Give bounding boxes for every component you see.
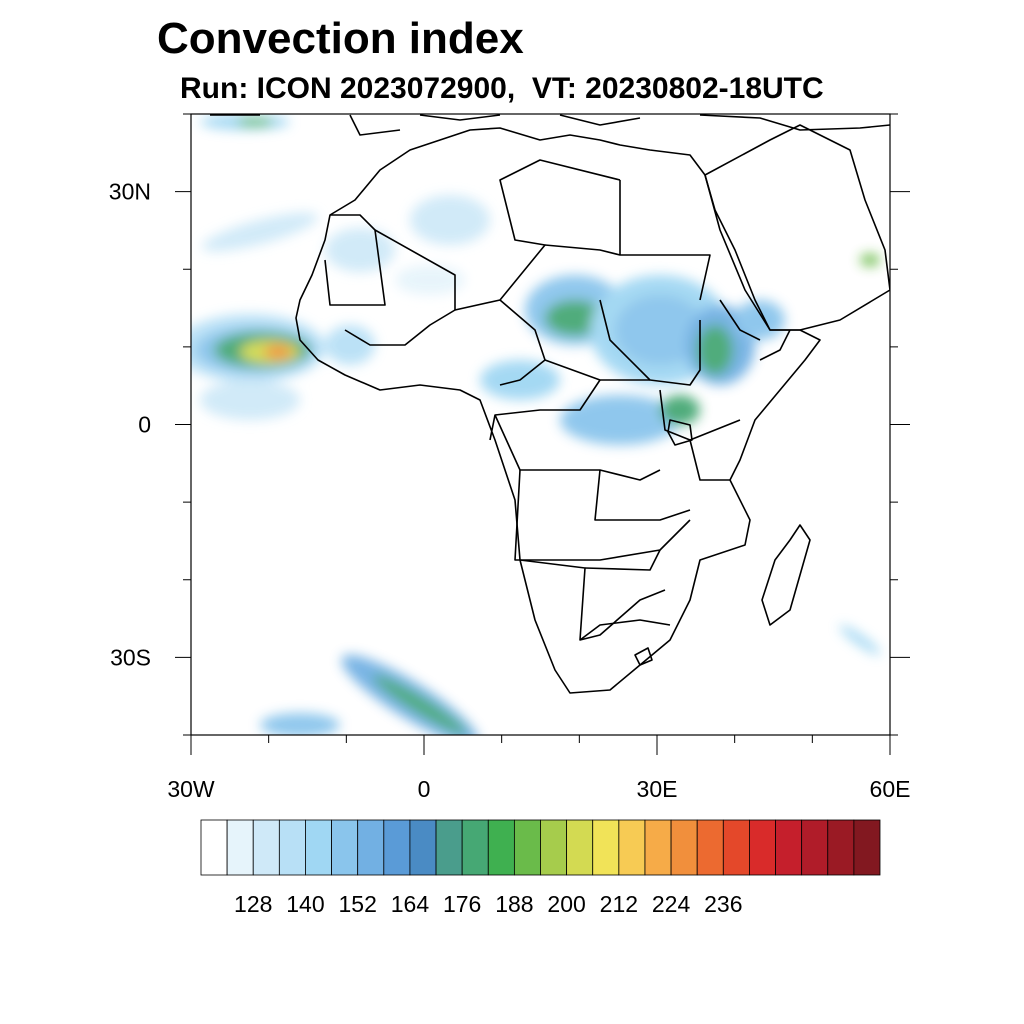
map-frame bbox=[190, 113, 891, 736]
colorbar-swatch bbox=[696, 819, 724, 876]
colorbar-swatch bbox=[383, 819, 411, 876]
colorbar-label: 200 bbox=[547, 891, 585, 917]
colorbar-label: 236 bbox=[704, 891, 742, 917]
colorbar-swatch bbox=[722, 819, 750, 876]
convection-field bbox=[191, 114, 881, 735]
colorbar-labels: 128 140 152 164 176 188 200 212 224 236 bbox=[234, 891, 742, 917]
colorbar-swatch bbox=[305, 819, 332, 876]
colorbar-swatch bbox=[775, 819, 803, 876]
lon-label: 30E bbox=[637, 776, 678, 802]
lon-label: 60E bbox=[870, 776, 911, 802]
lon-label: 30W bbox=[167, 776, 215, 802]
colorbar-swatch bbox=[827, 819, 855, 876]
lat-labels: 30N 0 30S bbox=[109, 179, 151, 671]
colorbar-label: 224 bbox=[652, 891, 691, 917]
colorbar-label: 212 bbox=[600, 891, 638, 917]
colorbar-swatch bbox=[461, 819, 489, 876]
lat-label: 30N bbox=[109, 179, 151, 205]
colorbar-swatch bbox=[252, 819, 280, 876]
colorbar-swatch bbox=[540, 819, 568, 876]
chart-title: Convection index bbox=[157, 14, 524, 63]
lat-label: 30S bbox=[110, 644, 151, 670]
lon-label: 0 bbox=[418, 776, 431, 802]
colorbar-swatch bbox=[278, 819, 306, 876]
colorbar-label: 152 bbox=[339, 891, 377, 917]
colorbar-swatch bbox=[670, 819, 698, 876]
colorbar-swatch bbox=[566, 819, 594, 876]
colorbar-label: 164 bbox=[391, 891, 430, 917]
colorbar-swatch bbox=[487, 819, 515, 876]
lon-labels: 30W 0 30E 60E bbox=[167, 776, 910, 802]
colorbar-swatch bbox=[513, 819, 541, 876]
colorbar-swatch bbox=[618, 819, 646, 876]
colorbar-swatch bbox=[200, 819, 228, 876]
colorbar-swatch bbox=[435, 819, 463, 876]
colorbar-swatch bbox=[592, 819, 620, 876]
colorbar-swatch bbox=[801, 819, 829, 876]
colorbar-label: 176 bbox=[443, 891, 481, 917]
colorbar-label: 140 bbox=[286, 891, 324, 917]
colorbar-swatch bbox=[226, 819, 254, 876]
colorbar-swatch bbox=[749, 819, 776, 876]
colorbar-swatch bbox=[409, 819, 437, 876]
colorbar-swatch bbox=[644, 819, 672, 876]
colorbar-label: 188 bbox=[495, 891, 533, 917]
colorbar-label: 128 bbox=[234, 891, 272, 917]
country-borders bbox=[210, 114, 890, 694]
chart-subtitle: Run: ICON 2023072900, VT: 20230802-18UTC bbox=[180, 72, 824, 105]
colorbar-swatch bbox=[331, 819, 359, 876]
colorbar bbox=[200, 819, 881, 876]
lat-label: 0 bbox=[138, 412, 151, 438]
colorbar-swatch bbox=[357, 819, 385, 876]
axis-ticks bbox=[175, 113, 910, 755]
colorbar-swatch bbox=[853, 819, 881, 876]
